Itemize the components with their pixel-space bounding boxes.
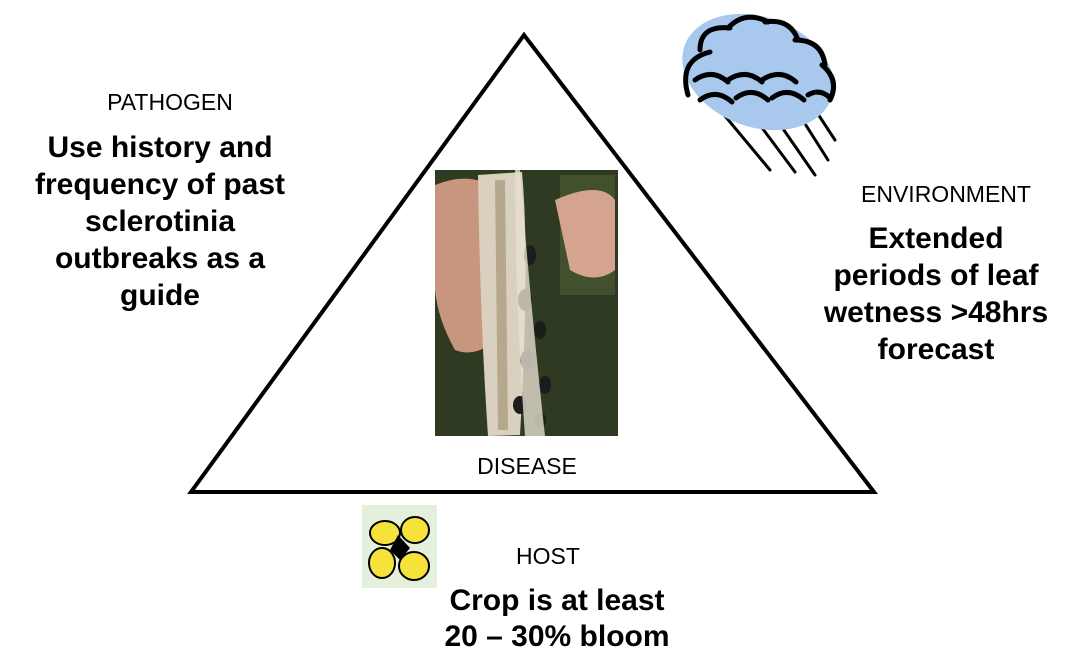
- pathogen-text-line: guide: [120, 279, 200, 312]
- pathogen-text-line: frequency of past: [35, 168, 285, 201]
- environment-text-line: periods of leaf: [833, 259, 1039, 292]
- host-label: HOST: [516, 543, 580, 569]
- disease-triangle: PATHOGEN ENVIRONMENT DISEASE HOST Use hi…: [0, 0, 1074, 651]
- host-text-line: Crop is at least: [449, 584, 664, 617]
- pathogen-text-line: sclerotinia: [85, 205, 235, 238]
- host-text-line: 20 – 30% bloom: [444, 620, 669, 651]
- pathogen-label: PATHOGEN: [107, 89, 233, 115]
- pathogen-text-line: Use history and: [47, 131, 272, 164]
- pathogen-text-line: outbreaks as a: [55, 242, 265, 275]
- flower-icon: [362, 505, 437, 588]
- environment-text-line: forecast: [878, 333, 995, 366]
- environment-text-line: Extended: [868, 222, 1003, 255]
- environment-text-line: wetness >48hrs: [823, 296, 1048, 329]
- stem-photo: [435, 170, 618, 436]
- rain-cloud-icon: [666, 0, 850, 175]
- disease-label: DISEASE: [477, 453, 577, 479]
- page: PATHOGEN ENVIRONMENT DISEASE HOST Use hi…: [0, 0, 1074, 651]
- environment-label: ENVIRONMENT: [861, 181, 1031, 207]
